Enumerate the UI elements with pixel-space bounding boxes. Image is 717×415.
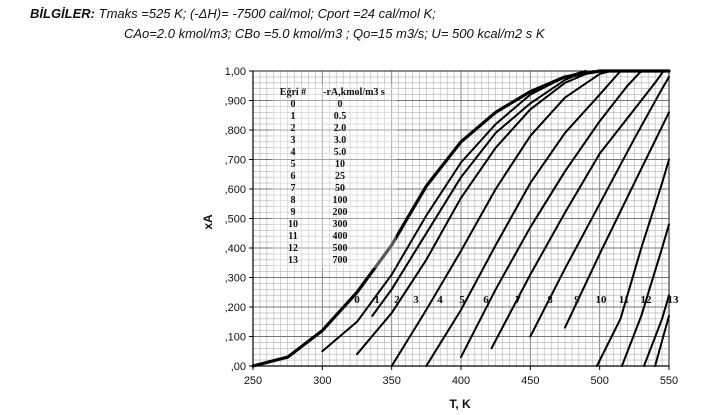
y-tick-label: ,200 (225, 302, 246, 314)
legend-curve-number: 11 (288, 231, 297, 242)
legend-curve-number: 0 (291, 99, 296, 110)
legend-rate-value: 2.0 (334, 123, 347, 134)
x-tick-label: 500 (590, 375, 608, 387)
legend-curve-number: 13 (288, 255, 298, 266)
series-line-6 (460, 70, 643, 359)
series-line-13 (654, 314, 670, 367)
legend-rate-value: 400 (333, 231, 348, 242)
x-tick-label: 350 (382, 375, 400, 387)
y-tick-label: 1,00 (225, 66, 246, 78)
series-line-1 (371, 70, 587, 317)
curve-label-2: 2 (394, 294, 400, 306)
chart-legend: Eğri # -rA,kmol/m3 s0 01 0.52 2.03 3.04 5.05 10… (272, 84, 396, 268)
info-line-2: CAo=2.0 kmol/m3; CBo =5.0 kmol/m3 ; Qo=1… (124, 26, 545, 41)
curve-label-10: 10 (596, 294, 608, 306)
legend-curve-number: 1 (291, 111, 296, 122)
series-line-12 (643, 294, 670, 367)
x-axis-title: T, K (449, 397, 471, 411)
legend-rate-value: 3.0 (334, 135, 347, 146)
y-axis-title: xA (201, 214, 215, 230)
y-tick-label: ,300 (225, 273, 246, 285)
legend-curve-number: 8 (291, 195, 296, 206)
curve-label-3: 3 (413, 294, 419, 306)
x-tick-label: 400 (452, 375, 470, 387)
chart-axes: ,00 ,100 ,200 ,300 ,400 ,500 ,600 ,700 ,800 ,900 1… (201, 66, 678, 411)
legend-rate-value: 25 (335, 171, 345, 182)
info-line-1: BİLGİLER: Tmaks =525 K; (-ΔH)= -7500 cal… (30, 6, 436, 21)
curve-label-7: 7 (515, 294, 521, 306)
series-line-3 (356, 70, 594, 356)
legend-curve-number: 4 (291, 147, 296, 158)
series-line-7 (490, 70, 665, 350)
y-tick-label: ,400 (225, 243, 246, 255)
x-tick-label: 550 (660, 375, 678, 387)
legend-curve-number: 9 (291, 207, 296, 218)
y-tick-label: ,100 (225, 332, 246, 344)
info-block: BİLGİLER: Tmaks =525 K; (-ΔH)= -7500 cal… (0, 0, 717, 48)
x-tick-label: 300 (313, 375, 331, 387)
legend-rate-value: 500 (333, 243, 348, 254)
legend-curve-number: 10 (288, 219, 298, 230)
curve-label-8: 8 (547, 294, 553, 306)
curve-label-11: 11 (619, 294, 629, 306)
curve-label-0: 0 (354, 294, 360, 306)
curve-label-12: 12 (641, 294, 653, 306)
series-line-11 (620, 223, 670, 367)
x-tick-label: 250 (244, 375, 262, 387)
legend-rate-value: 0.5 (334, 111, 347, 122)
series-line-2 (321, 70, 587, 353)
legend-curve-number: 7 (291, 183, 296, 194)
info-line-1-text: Tmaks =525 K; (-ΔH)= -7500 cal/mol; Cpor… (98, 6, 436, 21)
y-tick-label: ,500 (225, 214, 246, 226)
y-tick-label: ,700 (225, 155, 246, 167)
legend-curve-number: 2 (291, 123, 296, 134)
legend-rate-value: 10 (335, 159, 345, 170)
y-tick-label: ,900 (225, 96, 246, 108)
curve-label-5: 5 (459, 294, 465, 306)
info-label: BİLGİLER: (30, 6, 95, 21)
legend-rate-value: 5.0 (334, 147, 347, 158)
curve-label-1: 1 (374, 294, 380, 306)
curve-label-6: 6 (483, 294, 489, 306)
legend-header-rate: -rA,kmol/m3 s (323, 87, 385, 98)
legend-header-curve: Eğri # (280, 87, 306, 98)
series-line-8 (529, 75, 670, 338)
y-tick-label: ,00 (231, 361, 246, 373)
y-tick-label: ,800 (225, 125, 246, 137)
legend-curve-number: 6 (291, 171, 296, 182)
legend-rate-value: 300 (333, 219, 348, 230)
legend-rate-value: 0 (338, 99, 343, 110)
y-tick-label: ,600 (225, 184, 246, 196)
series-line-5 (425, 70, 622, 367)
legend-rate-value: 50 (335, 183, 345, 194)
legend-rate-value: 100 (333, 195, 348, 206)
chart-series (251, 69, 671, 368)
x-tick-label: 450 (521, 375, 539, 387)
curve-label-13: 13 (668, 294, 680, 306)
curve-labels: 0 1 2 3 4 5 6 7 8 9 10 11 12 13 (354, 294, 679, 306)
series-line-9 (564, 111, 670, 329)
legend-curve-number: 12 (288, 243, 298, 254)
legend-curve-number: 5 (291, 159, 296, 170)
legend-curve-number: 3 (291, 135, 296, 146)
legend-rate-value: 700 (333, 255, 348, 266)
series-line-4 (390, 70, 612, 367)
series-line-10 (595, 158, 670, 367)
curve-label-4: 4 (437, 294, 443, 306)
legend-box (272, 84, 396, 268)
curve-label-9: 9 (574, 294, 580, 306)
legend-rate-value: 200 (333, 207, 348, 218)
